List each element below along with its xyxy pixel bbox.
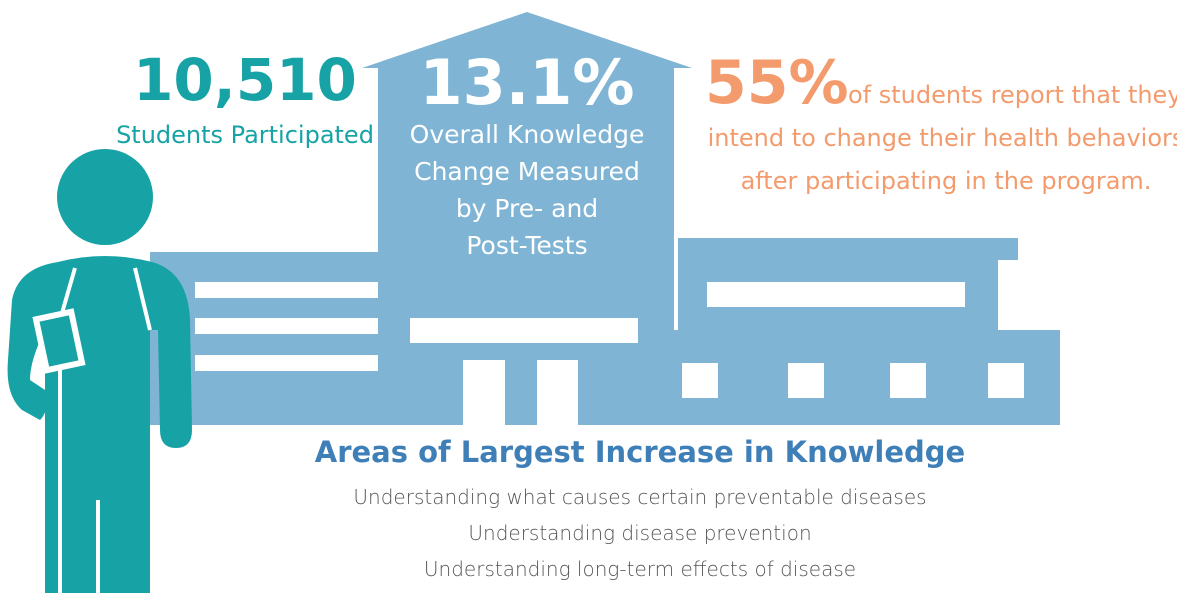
knowledge-label-line: Change Measured [414, 157, 640, 186]
infographic: 10,510 Students Participated 13.1% Overa… [0, 0, 1177, 593]
intent-value: 55% [705, 48, 849, 118]
area-item: Understanding long-term effects of disea… [424, 557, 856, 581]
participants-label: Students Participated [116, 121, 374, 149]
participants-value: 10,510 [133, 46, 357, 114]
area-item: Understanding disease prevention [468, 521, 811, 545]
knowledge-label-line: by Pre- and [456, 194, 598, 223]
areas-title: Areas of Largest Increase in Knowledge [315, 435, 965, 469]
intent-label-line: intend to change their health behaviors [708, 124, 1177, 152]
knowledge-label-line: Post-Tests [466, 231, 587, 260]
student-illustration [8, 149, 192, 593]
area-item: Understanding what causes certain preven… [353, 485, 926, 509]
knowledge-label-line: Overall Knowledge [410, 120, 645, 149]
intent-label-line: of students report that they [848, 81, 1177, 109]
areas-list: Understanding what causes certain preven… [353, 485, 926, 581]
knowledge-value: 13.1% [419, 46, 634, 119]
intent-label-line: after participating in the program. [741, 167, 1152, 195]
